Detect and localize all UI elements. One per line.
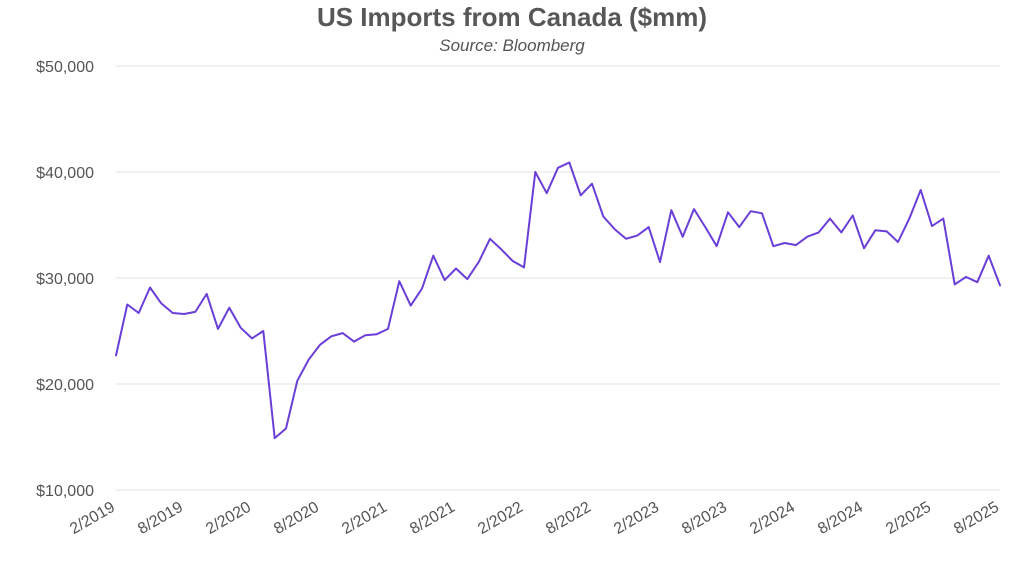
x-tick-label: 2/2019 [67,499,118,538]
x-tick-label: 2/2025 [883,499,934,538]
x-tick-label: 8/2023 [679,499,730,538]
x-tick-label: 8/2022 [543,499,594,538]
x-tick-label: 8/2021 [407,499,458,538]
chart-subtitle: Source: Bloomberg [439,36,585,55]
x-tick-label: 8/2025 [951,499,1002,538]
x-tick-label: 8/2020 [271,499,322,538]
x-tick-label: 2/2020 [203,499,254,538]
y-tick-label: $40,000 [36,165,94,182]
x-tick-label: 2/2021 [339,499,390,538]
chart-title: US Imports from Canada ($mm) [316,2,708,32]
y-tick-label: $10,000 [36,483,94,500]
x-tick-label: 2/2022 [475,499,526,538]
y-tick-label: $50,000 [36,59,94,76]
x-tick-label: 2/2024 [747,499,798,538]
x-tick-label: 2/2023 [611,499,662,538]
series-line [115,161,1001,440]
y-tick-label: $30,000 [36,271,94,288]
y-tick-label: $20,000 [36,377,94,394]
x-tick-label: 8/2019 [135,499,186,538]
x-tick-label: 8/2024 [815,499,866,538]
